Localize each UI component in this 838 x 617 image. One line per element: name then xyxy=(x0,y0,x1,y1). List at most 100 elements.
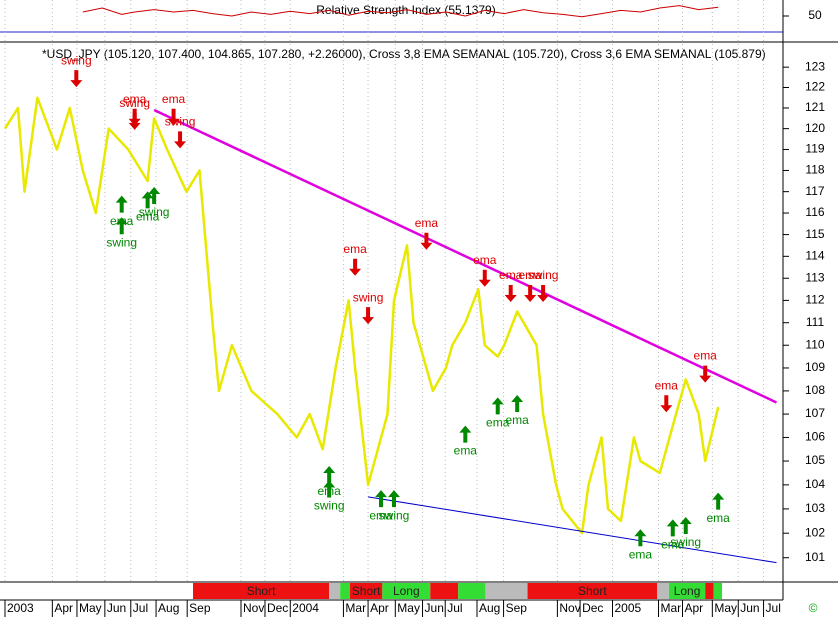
y-tick-label: 102 xyxy=(805,525,825,539)
annotation-arrow xyxy=(459,425,472,443)
x-tick-label: Jul xyxy=(447,601,462,615)
annotation-label: ema xyxy=(499,268,523,282)
x-tick-label: 2004 xyxy=(292,601,319,615)
annotation-arrow xyxy=(115,217,128,235)
annotation-label: ema xyxy=(694,349,718,363)
annotation-arrow xyxy=(699,365,712,383)
signal-band xyxy=(458,583,486,599)
annotation-arrow xyxy=(634,529,647,547)
annotation-label: swing xyxy=(106,235,137,249)
annotation-arrow xyxy=(115,195,128,213)
x-tick-label: Jul xyxy=(133,601,148,615)
annotation-arrow xyxy=(167,108,180,126)
x-tick-label: May xyxy=(714,601,737,615)
annotation-label: ema xyxy=(415,216,439,230)
price-line xyxy=(3,96,720,535)
y-tick-label: 121 xyxy=(805,100,825,114)
y-tick-label: 110 xyxy=(805,337,824,351)
signal-band xyxy=(340,583,350,599)
x-tick-label: Apr xyxy=(370,601,389,615)
y-tick-label: 111 xyxy=(806,315,825,329)
annotation-label: swing xyxy=(379,508,410,522)
annotation-arrow xyxy=(388,490,400,508)
annotation-label: swing xyxy=(353,290,384,304)
signal-band xyxy=(485,583,528,599)
annotation-label: swing xyxy=(670,535,701,549)
x-tick-label: Nov xyxy=(243,601,264,615)
annotation-label: swing xyxy=(119,96,150,110)
annotation-label: swing xyxy=(165,115,196,129)
annotation-label: ema xyxy=(123,92,147,106)
x-tick-label: Mar xyxy=(661,601,682,615)
chart-title: *USD_JPY (105.120, 107.400, 104.865, 107… xyxy=(42,47,766,61)
x-tick-label: Jun xyxy=(740,601,759,615)
y-tick-label: 117 xyxy=(805,184,824,198)
annotation-arrow xyxy=(128,112,141,130)
annotation-label: ema xyxy=(655,378,679,392)
signal-band xyxy=(527,583,658,599)
signal-band xyxy=(382,583,431,599)
signal-label: Long xyxy=(674,584,701,598)
annotation-label: ema xyxy=(629,547,653,561)
copyright: © xyxy=(809,601,818,615)
annotation-label: ema xyxy=(369,508,393,522)
annotation-label: ema xyxy=(661,538,685,552)
x-tick-label: May xyxy=(397,601,420,615)
y-tick-label: 122 xyxy=(805,80,825,94)
x-tick-label: May xyxy=(79,601,102,615)
annotation-arrow xyxy=(537,285,550,303)
y-tick-label: 107 xyxy=(805,406,825,420)
y-tick-label: 123 xyxy=(805,59,825,73)
y-tick-label: 114 xyxy=(805,248,824,262)
annotation-label: swing xyxy=(61,53,92,67)
signal-band xyxy=(193,583,330,599)
x-tick-label: Jul xyxy=(766,601,781,615)
y-tick-label: 113 xyxy=(805,270,824,284)
x-tick-label: Nov xyxy=(559,601,580,615)
y-tick-label: 119 xyxy=(805,142,824,156)
annotation-label: ema xyxy=(343,242,367,256)
annotation-arrow xyxy=(323,480,336,498)
signal-band xyxy=(705,583,714,599)
signal-label: Short xyxy=(352,584,381,598)
signal-band xyxy=(668,583,706,599)
x-tick-label: Sep xyxy=(189,601,211,615)
annotation-arrow xyxy=(679,516,692,534)
annotation-arrow xyxy=(478,269,491,287)
x-tick-label: Jun xyxy=(425,601,444,615)
x-tick-label: Apr xyxy=(685,601,704,615)
annotation-arrow xyxy=(420,232,433,250)
y-tick-label: 109 xyxy=(805,360,825,374)
x-tick-label: Jun xyxy=(107,601,126,615)
annotation-label: ema xyxy=(518,268,542,282)
annotation-label: ema xyxy=(706,511,730,525)
signal-label: Short xyxy=(578,584,607,598)
y-tick-label: 115 xyxy=(805,227,824,241)
annotation-arrow xyxy=(666,519,679,537)
y-tick-label: 106 xyxy=(805,430,825,444)
trend-line xyxy=(367,496,777,564)
price-line xyxy=(82,5,719,18)
annotation-label: ema xyxy=(473,253,497,267)
annotation-arrow xyxy=(660,395,673,413)
signal-band xyxy=(349,583,383,599)
y-tick-label: 101 xyxy=(805,550,825,564)
x-tick-label: 2005 xyxy=(614,601,641,615)
annotation-arrow xyxy=(349,258,362,276)
annotation-arrow xyxy=(375,490,388,508)
annotation-label: swing xyxy=(528,268,559,282)
signal-label: Long xyxy=(393,584,420,598)
annotation-label: ema xyxy=(162,92,186,106)
trend-line xyxy=(153,108,778,404)
signal-label: Short xyxy=(247,584,276,598)
annotation-arrow xyxy=(362,307,375,325)
annotation-arrow xyxy=(70,70,83,88)
x-tick-label: Aug xyxy=(479,601,500,615)
x-tick-label: Mar xyxy=(345,601,366,615)
annotation-arrow xyxy=(712,492,725,510)
annotation-arrow xyxy=(511,395,524,413)
y-tick-label: 118 xyxy=(805,163,824,177)
x-tick-label: Dec xyxy=(267,601,288,615)
y-tick-label: 116 xyxy=(805,205,824,219)
annotation-arrow xyxy=(174,131,187,149)
